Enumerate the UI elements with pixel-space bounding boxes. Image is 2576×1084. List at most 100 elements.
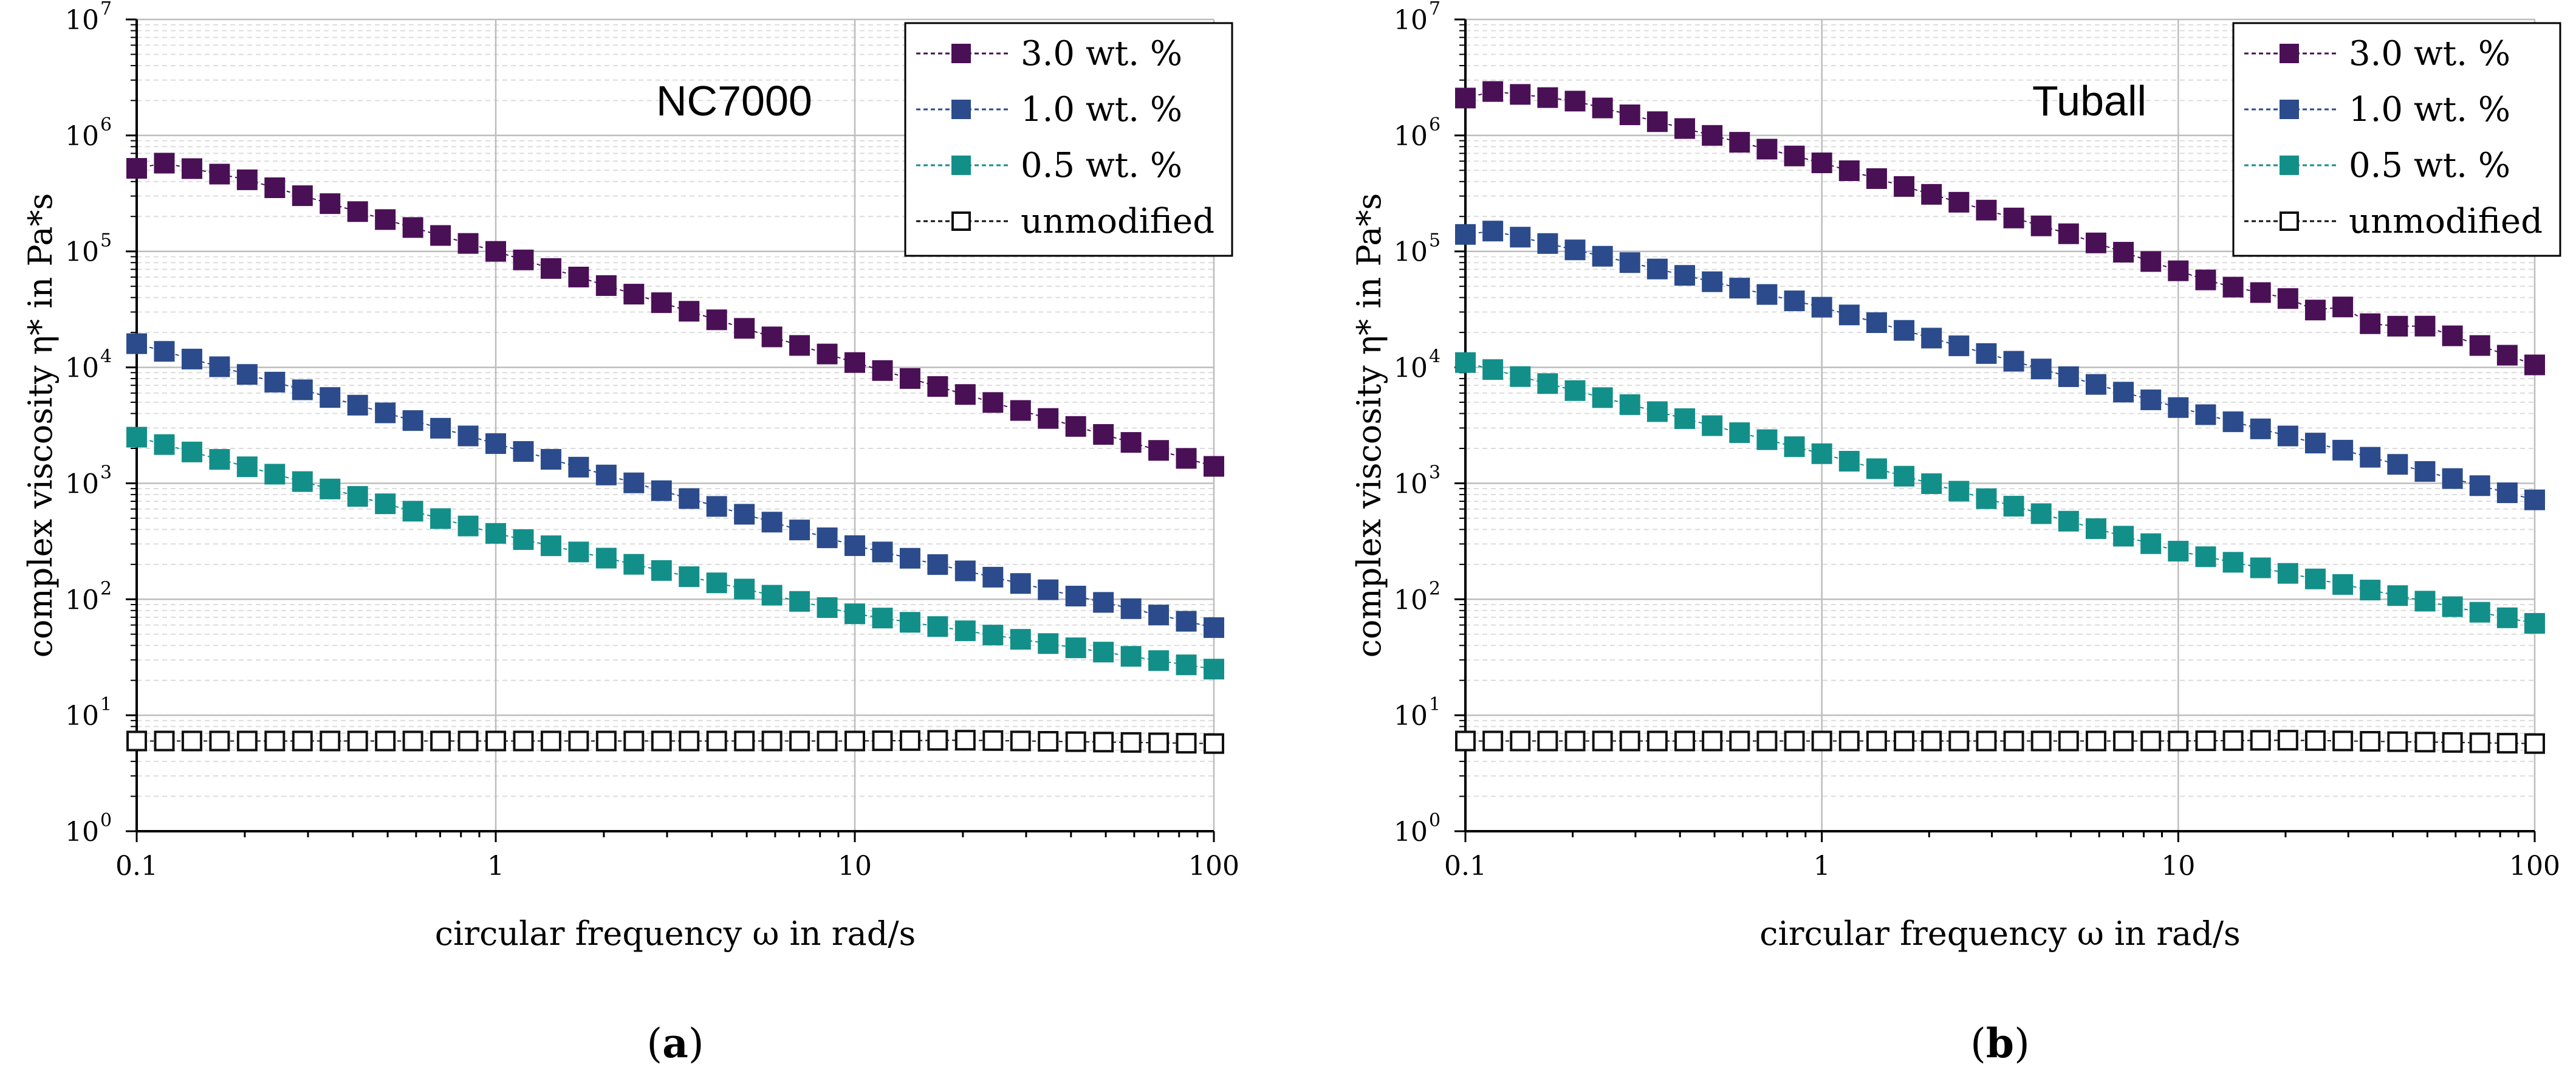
data-point bbox=[1948, 481, 1970, 502]
data-point bbox=[2332, 574, 2354, 595]
data-point bbox=[872, 608, 893, 629]
data-point bbox=[1811, 153, 1832, 174]
y-tick-base: 10 bbox=[1394, 468, 1428, 499]
data-point bbox=[954, 620, 976, 642]
data-point bbox=[844, 730, 865, 752]
x-axis-label: circular frequency ω in rad/s bbox=[1759, 914, 2240, 953]
x-tick-label: 100 bbox=[2509, 851, 2560, 882]
data-point bbox=[1756, 730, 1778, 752]
y-tick-label: 10 7 bbox=[65, 0, 112, 36]
data-point bbox=[2360, 731, 2381, 752]
data-point bbox=[2113, 382, 2134, 403]
data-point bbox=[320, 478, 341, 499]
y-tick-exponent: 1 bbox=[1429, 694, 1440, 715]
data-point bbox=[1120, 598, 1142, 619]
data-point bbox=[1510, 84, 1531, 105]
data-point bbox=[568, 266, 589, 287]
legend-marker bbox=[951, 44, 971, 63]
data-point bbox=[2469, 732, 2490, 753]
data-point bbox=[1838, 160, 1860, 181]
y-tick-exponent: 7 bbox=[1429, 0, 1440, 19]
data-point bbox=[2414, 591, 2436, 612]
data-point bbox=[1537, 730, 1558, 752]
data-point bbox=[2113, 526, 2134, 547]
data-point bbox=[375, 402, 396, 424]
data-point bbox=[982, 625, 1004, 646]
data-point bbox=[236, 364, 258, 385]
data-point bbox=[1455, 730, 1476, 752]
data-point bbox=[2414, 461, 2436, 482]
data-point bbox=[2250, 418, 2271, 439]
data-point bbox=[1894, 730, 1915, 752]
y-tick-exponent: 3 bbox=[100, 462, 112, 483]
data-point bbox=[1564, 730, 1586, 752]
legend-label: 0.5 wt. % bbox=[2349, 146, 2510, 185]
data-point bbox=[789, 520, 810, 541]
data-point bbox=[264, 371, 286, 393]
y-tick-base: 10 bbox=[65, 353, 99, 384]
data-point bbox=[2304, 568, 2326, 589]
y-tick-base: 10 bbox=[1394, 5, 1428, 36]
data-point bbox=[209, 730, 230, 752]
data-point bbox=[2469, 475, 2490, 496]
data-point bbox=[1894, 465, 1915, 487]
data-point bbox=[2360, 313, 2381, 334]
data-point bbox=[513, 529, 534, 551]
y-tick-label: 10 2 bbox=[65, 578, 112, 616]
legend-label: 0.5 wt. % bbox=[1021, 146, 1182, 185]
data-point bbox=[872, 730, 893, 752]
data-point bbox=[2304, 730, 2326, 751]
data-point bbox=[1482, 221, 1504, 242]
data-point bbox=[1482, 359, 1504, 380]
data-point bbox=[954, 730, 976, 751]
data-point bbox=[209, 449, 230, 470]
y-tick-base: 10 bbox=[65, 701, 99, 732]
data-point bbox=[1921, 184, 1942, 205]
data-point bbox=[209, 356, 230, 377]
data-point bbox=[1510, 227, 1531, 248]
x-tick-label: 0.1 bbox=[115, 851, 158, 882]
series-s30 bbox=[1455, 81, 2545, 376]
data-point bbox=[1619, 730, 1640, 752]
data-point bbox=[347, 730, 368, 752]
data-point bbox=[430, 417, 451, 439]
y-tick-label: 10 7 bbox=[1394, 0, 1440, 36]
data-point bbox=[2140, 251, 2162, 272]
data-point bbox=[2140, 389, 2162, 411]
data-point bbox=[1894, 320, 1915, 341]
y-tick-label: 10 0 bbox=[65, 810, 112, 848]
y-axis-label: complex viscosity η* in Pa*s bbox=[1350, 193, 1388, 658]
data-point bbox=[2250, 730, 2271, 751]
data-point bbox=[2332, 439, 2354, 461]
data-point bbox=[1010, 629, 1031, 650]
data-point bbox=[1120, 732, 1142, 753]
data-point bbox=[292, 730, 313, 752]
data-point bbox=[2058, 366, 2079, 387]
data-point bbox=[402, 217, 423, 238]
data-point bbox=[1674, 118, 1696, 139]
data-point bbox=[1811, 443, 1832, 464]
data-point bbox=[844, 603, 865, 625]
data-point bbox=[982, 730, 1004, 751]
series-s10 bbox=[1455, 221, 2545, 510]
data-point bbox=[623, 284, 645, 305]
data-point bbox=[1065, 731, 1086, 752]
y-tick-exponent: 3 bbox=[1429, 462, 1440, 483]
data-point bbox=[2469, 335, 2490, 356]
data-point bbox=[1674, 265, 1696, 286]
series-s05 bbox=[1455, 352, 2545, 634]
y-tick-base: 10 bbox=[65, 585, 99, 616]
data-point bbox=[2168, 541, 2189, 562]
data-point bbox=[899, 547, 920, 569]
data-point bbox=[1455, 224, 1476, 245]
data-point bbox=[292, 379, 313, 400]
data-point bbox=[457, 425, 479, 447]
data-point bbox=[1510, 366, 1531, 387]
legend-item: unmodified bbox=[2244, 202, 2543, 241]
data-point bbox=[1510, 730, 1531, 752]
data-point bbox=[2304, 300, 2326, 321]
data-point bbox=[375, 730, 396, 752]
series-line bbox=[1465, 739, 2535, 744]
